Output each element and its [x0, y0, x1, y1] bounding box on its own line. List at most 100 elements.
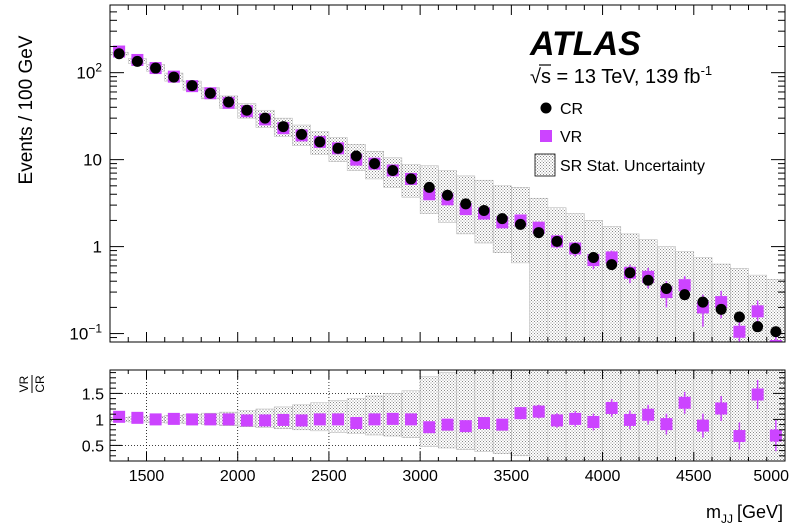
- main-vr-point: [678, 279, 691, 292]
- main-cr-point: [569, 243, 581, 255]
- main-cr-point: [533, 227, 545, 239]
- ratio-point: [459, 420, 472, 433]
- main-band-bin: [602, 226, 622, 342]
- ratio-point: [167, 412, 180, 425]
- luminosity-exponent: -1: [701, 63, 713, 78]
- ratio-point: [769, 429, 782, 442]
- ratio-band-bin: [419, 376, 439, 447]
- ratio-y-axis-label: VR CR: [17, 375, 47, 393]
- ratio-y-label-denominator: CR: [33, 375, 47, 393]
- main-cr-point: [332, 142, 344, 154]
- main-band-bin: [565, 213, 585, 342]
- ratio-point: [751, 388, 764, 401]
- ratio-point: [386, 412, 399, 425]
- main-cr-point: [259, 112, 271, 124]
- ratio-point: [204, 413, 217, 426]
- ratio-point: [605, 401, 618, 414]
- ratio-point: [222, 413, 235, 426]
- ratio-point: [550, 414, 563, 427]
- ratio-point: [477, 417, 490, 430]
- x-tick-label: 3000: [402, 468, 438, 485]
- ratio-point: [240, 414, 253, 427]
- main-cr-point: [186, 80, 198, 92]
- main-cr-point: [733, 311, 745, 323]
- ratio-frame: [109, 369, 786, 462]
- ratio-point: [642, 408, 655, 421]
- ratio-series: [113, 379, 782, 452]
- atlas-label: ATLAS: [529, 25, 641, 63]
- ratio-point: [587, 416, 600, 428]
- legend-band-label: SR Stat. Uncertainty: [560, 158, 705, 175]
- main-cr-point: [241, 104, 253, 116]
- x-tick-label: 1500: [129, 468, 165, 485]
- ratio-point: [277, 413, 290, 426]
- ratio-point: [186, 413, 199, 426]
- main-cr-point: [697, 296, 709, 308]
- x-tick-label: 2500: [311, 468, 347, 485]
- ratio-point: [660, 418, 673, 431]
- ratio-point: [405, 413, 418, 426]
- main-cr-point: [405, 173, 417, 185]
- energy-luminosity-text: √s = 13 TeV, 139 fb: [530, 66, 701, 88]
- ratio-point: [149, 413, 162, 426]
- main-vr-point: [769, 339, 782, 342]
- main-cr-point: [478, 205, 490, 217]
- ratio-point: [368, 413, 381, 426]
- ratio-y-tick-label: 1.5: [82, 386, 104, 403]
- main-cr-point: [460, 198, 472, 210]
- ratio-point: [532, 405, 545, 418]
- main-y-tick-label: 1: [93, 238, 102, 257]
- ratio-point: [623, 413, 636, 426]
- x-axis-label-main: m: [706, 502, 721, 522]
- main-band-bin: [638, 239, 658, 342]
- ratio-point: [423, 421, 436, 434]
- main-cr-point: [496, 213, 508, 225]
- main-y-axis-label: Events / 100 GeV: [16, 35, 37, 184]
- ratio-point: [350, 417, 363, 430]
- main-cr-point: [223, 96, 235, 108]
- ratio-band-bin: [474, 370, 494, 452]
- legend-vr-marker: [540, 130, 552, 142]
- ratio-axes: 0.5 1 1.5 1500 2000 2500 3000 3500 4000 4500 5000: [82, 370, 789, 485]
- x-tick-label: 4000: [585, 468, 621, 485]
- main-y-tick-label: 102: [76, 61, 102, 83]
- ratio-point: [131, 411, 144, 424]
- ratio-y-tick-label: 1: [95, 412, 104, 429]
- ratio-point: [332, 413, 345, 426]
- main-cr-point: [131, 55, 143, 67]
- main-cr-point: [514, 218, 526, 230]
- main-band-bin: [547, 207, 567, 342]
- main-cr-point: [314, 136, 326, 148]
- ratio-point: [496, 418, 509, 431]
- main-y-tick-label: 10: [83, 151, 102, 170]
- ratio-band-bin: [675, 370, 695, 461]
- x-tick-label: 5000: [753, 468, 789, 485]
- main-cr-point: [204, 87, 216, 99]
- ratio-point: [514, 407, 527, 420]
- main-band-bin: [620, 233, 640, 342]
- ratio-point: [696, 419, 709, 432]
- main-cr-point: [587, 251, 599, 263]
- x-tick-label: 4500: [676, 468, 712, 485]
- main-cr-point: [551, 235, 563, 247]
- legend-cr-marker: [540, 102, 552, 114]
- ratio-band-bin: [456, 370, 476, 450]
- ratio-point: [259, 414, 272, 427]
- main-cr-point: [369, 158, 381, 170]
- energy-luminosity-label: √s = 13 TeV, 139 fb-1: [530, 63, 712, 88]
- legend-band-marker: [534, 153, 556, 177]
- main-cr-point: [770, 326, 782, 338]
- ratio-band-bin: [492, 370, 512, 454]
- main-cr-point: [442, 189, 453, 201]
- main-axes: 10−1 1 10 102: [69, 4, 786, 344]
- x-axis-label-unit: [GeV]: [737, 502, 783, 522]
- main-band-bin: [529, 197, 549, 342]
- ratio-point: [715, 402, 728, 415]
- main-cr-point: [168, 71, 180, 83]
- main-cr-point: [277, 121, 289, 133]
- main-cr-series: [113, 48, 782, 338]
- ratio-point: [113, 410, 126, 423]
- main-cr-point: [150, 62, 162, 74]
